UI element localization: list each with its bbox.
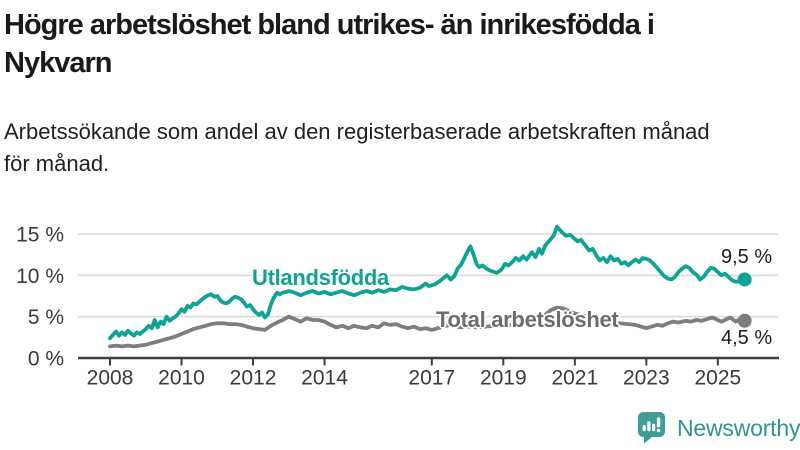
bar-chart-bar-1 <box>642 425 646 432</box>
page-subtitle: Arbetssökande som andel av den registerb… <box>4 119 710 176</box>
x-axis-tick-label: 2010 <box>158 367 205 390</box>
series-line-utlandsfodda <box>108 224 747 341</box>
exclamation-dot <box>656 428 661 433</box>
speech-bubble-shape <box>638 412 665 444</box>
newsworthy-brand-link[interactable]: Newsworthy <box>638 412 800 444</box>
series-end-dot-total-arbetsloshet <box>737 313 752 328</box>
end-value-label-total: 4,5 % <box>721 327 773 349</box>
page-title: Högre arbetslöshet bland utrikes- än inr… <box>4 9 655 79</box>
y-axis-tick-label: 10 % <box>16 265 64 288</box>
newsworthy-logo-icon <box>638 412 665 444</box>
series-line-total-arbetsloshet <box>108 305 747 349</box>
y-axis-tick-label: 15 % <box>16 223 64 246</box>
x-axis-tick-label: 2021 <box>551 367 598 390</box>
end-value-label-utlandsfodda: 9,5 % <box>721 246 773 268</box>
x-axis-tick-label: 2025 <box>694 367 741 390</box>
series-label-utlandsfodda: Utlandsfödda <box>252 265 389 290</box>
x-axis-tick-label: 2017 <box>408 367 455 390</box>
x-axis-tick-label: 2023 <box>623 367 670 390</box>
x-axis-tick-label: 2012 <box>230 367 277 390</box>
x-axis-tick-label: 2014 <box>301 367 348 390</box>
y-axis-tick-label: 5 % <box>28 306 64 329</box>
x-axis-tick-label: 2019 <box>480 367 527 390</box>
bar-chart-bar-3 <box>652 423 656 432</box>
x-axis-tick-label: 2008 <box>87 367 134 390</box>
bar-chart-bar-2 <box>647 421 651 432</box>
chart-header: Högre arbetslöshet bland utrikes- än inr… <box>0 0 800 180</box>
series-label-total-arbetsloshet: Total arbetslöshet <box>436 307 619 332</box>
newsworthy-wordmark: Newsworthy <box>677 414 800 441</box>
exclamation-bar <box>656 417 661 428</box>
y-axis-tick-label: 0 % <box>28 348 64 371</box>
series-end-dot-utlandsfodda <box>737 272 752 287</box>
